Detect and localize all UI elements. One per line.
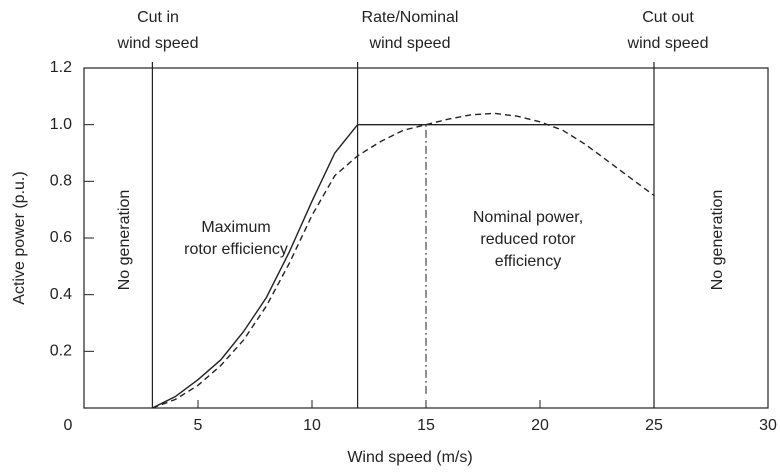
x-tick-label: 0	[64, 417, 73, 434]
annotation: reduced rotor	[480, 231, 576, 248]
annotation: wind speed	[369, 35, 451, 52]
annotation: No generation	[116, 190, 133, 291]
annotation: rotor efficiency	[184, 241, 288, 258]
annotation: No generation	[709, 190, 726, 291]
power-curve	[152, 125, 654, 408]
x-tick-label: 30	[759, 417, 777, 434]
chart: Wind speed (m/s) Active power (p.u.) 0.2…	[0, 0, 780, 472]
annotation: Rate/Nominal	[362, 9, 459, 26]
x-tick-label: 10	[303, 417, 321, 434]
x-tick-label: 15	[417, 417, 435, 434]
annotation: Cut out	[642, 9, 694, 26]
y-tick-label: 1.2	[50, 59, 72, 76]
annotation: wind speed	[117, 35, 199, 52]
y-tick-label: 0.8	[50, 173, 72, 190]
x-tick-label: 5	[194, 417, 203, 434]
x-tick-label: 25	[645, 417, 663, 434]
annotation: Maximum	[201, 219, 270, 236]
y-tick-label: 1.0	[50, 116, 72, 133]
annotation: efficiency	[495, 253, 561, 270]
y-tick-label: 0.4	[50, 286, 72, 303]
y-tick-label: 0.2	[50, 343, 72, 360]
annotation: Cut in	[137, 9, 179, 26]
power-curve	[152, 113, 654, 408]
x-axis-label: Wind speed (m/s)	[347, 449, 472, 466]
y-axis-label: Active power (p.u.)	[11, 171, 28, 304]
annotation: wind speed	[627, 35, 709, 52]
annotation: Nominal power,	[473, 209, 583, 226]
y-tick-label: 0.6	[50, 229, 72, 246]
x-tick-label: 20	[531, 417, 549, 434]
